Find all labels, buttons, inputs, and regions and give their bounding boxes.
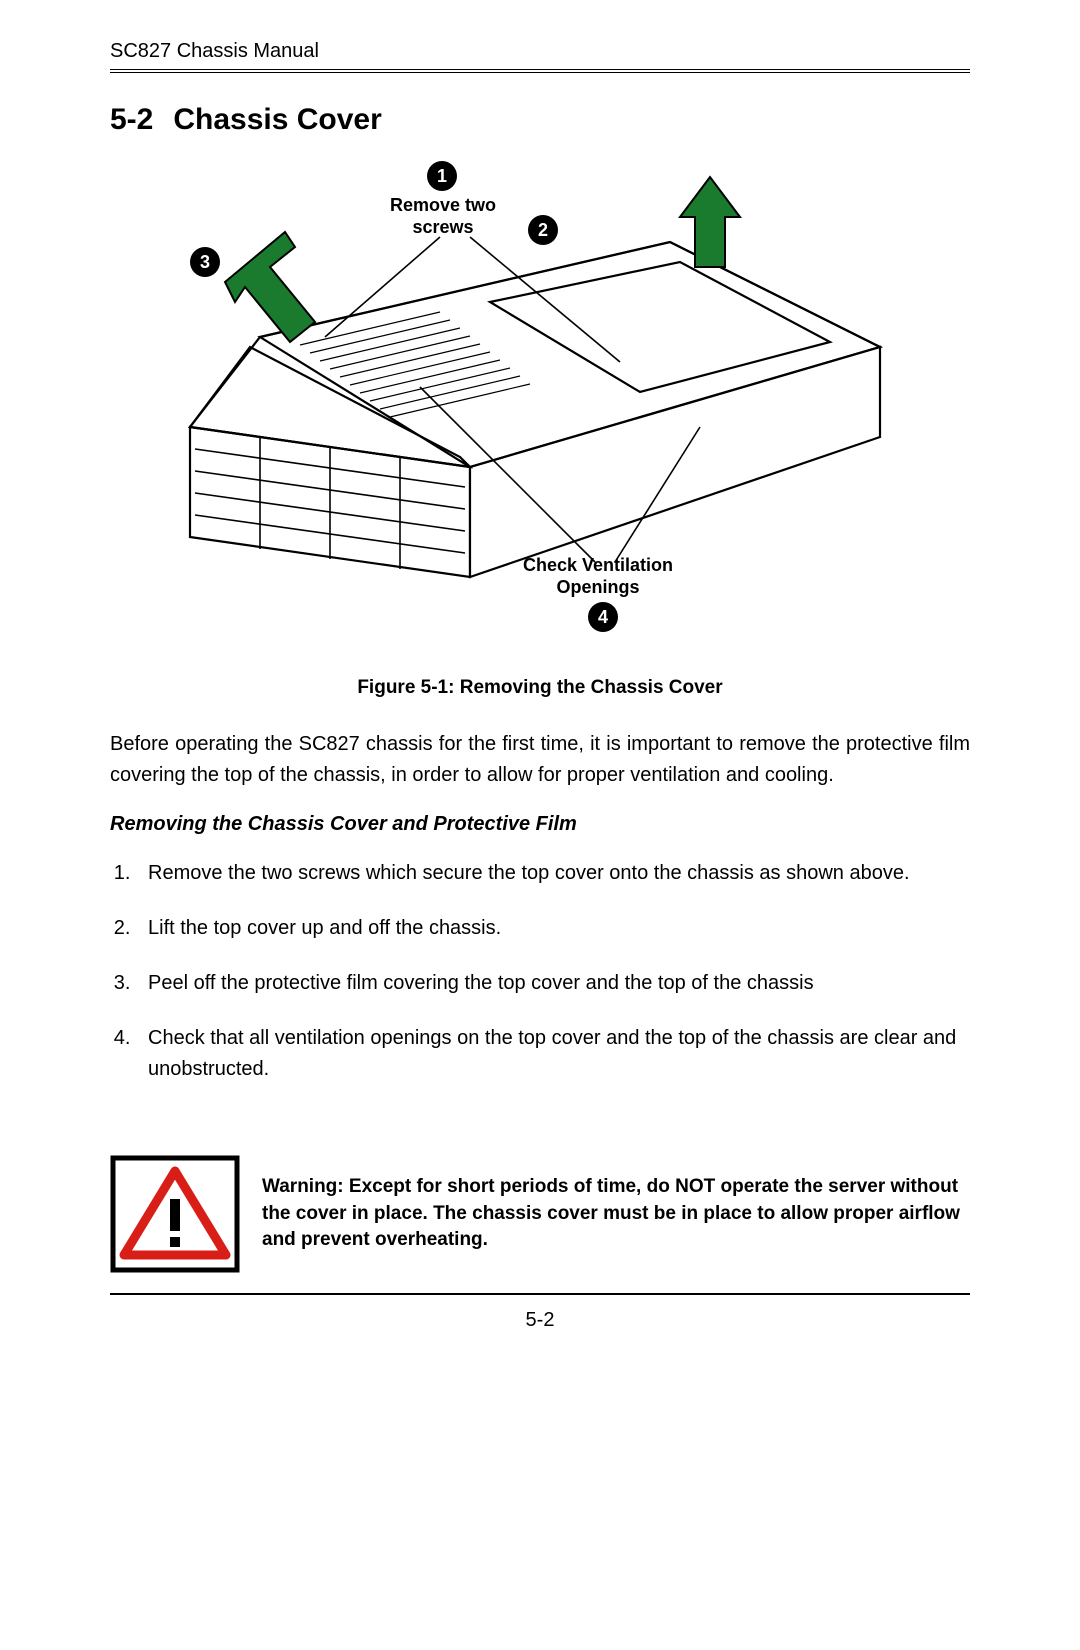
figure-caption: Figure 5-1: Removing the Chassis Cover [110, 677, 970, 699]
steps-list: Remove the two screws which secure the t… [110, 858, 970, 1085]
step-2: Lift the top cover up and off the chassi… [136, 913, 970, 944]
subsection-title: Removing the Chassis Cover and Protectiv… [110, 813, 970, 836]
figure-chassis-diagram: 1 Remove two screws 2 3 Check Ventilatio… [110, 157, 970, 657]
section-number: 5-2 [110, 103, 153, 137]
section-title-text: Chassis Cover [173, 103, 381, 136]
warning-box: Warning: Except for short periods of tim… [110, 1155, 970, 1273]
callout-4-bubble: 4 [588, 602, 618, 632]
header-title: SC827 Chassis Manual [110, 40, 970, 63]
arrow-left [225, 232, 315, 342]
step-3: Peel off the protective film covering th… [136, 968, 970, 999]
callout-4-label: Check Ventilation Openings [518, 555, 678, 598]
step-4: Check that all ventilation openings on t… [136, 1023, 970, 1085]
callout-1-label: Remove two screws [363, 195, 523, 238]
page-number: 5-2 [110, 1309, 970, 1332]
intro-paragraph: Before operating the SC827 chassis for t… [110, 729, 970, 791]
callout-1-bubble: 1 [427, 161, 457, 191]
chassis-body [190, 242, 880, 577]
warning-icon [110, 1155, 240, 1273]
page-header: SC827 Chassis Manual [110, 40, 970, 73]
footer-rule [110, 1293, 970, 1295]
callout-2-bubble: 2 [528, 215, 558, 245]
warning-text: Warning: Except for short periods of tim… [262, 1174, 970, 1254]
section-heading: 5-2 Chassis Cover [110, 103, 970, 137]
header-rule [110, 69, 970, 73]
callout-3-bubble: 3 [190, 247, 220, 277]
step-1: Remove the two screws which secure the t… [136, 858, 970, 889]
